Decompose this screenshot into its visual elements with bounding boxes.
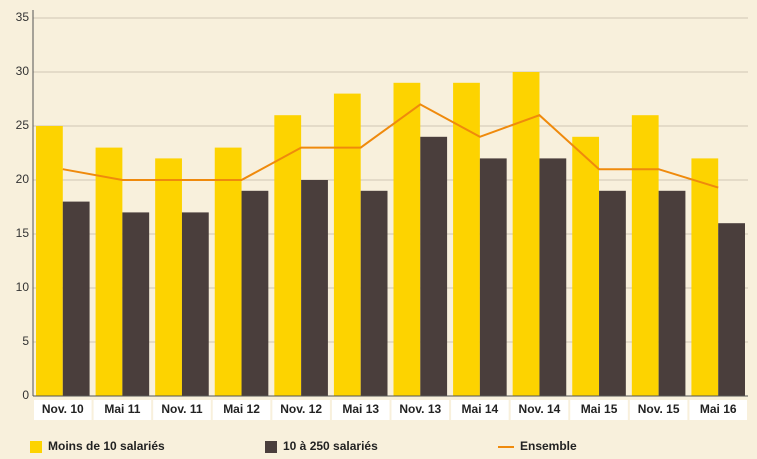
bar <box>658 190 686 396</box>
bar <box>539 158 567 396</box>
bar <box>572 136 600 397</box>
line <box>62 103 719 189</box>
x-tick-label: Mai 15 <box>581 402 618 416</box>
bar <box>420 136 448 397</box>
bar <box>360 190 388 396</box>
bar <box>274 115 302 396</box>
bar <box>214 147 242 396</box>
bar <box>181 212 209 396</box>
bar <box>62 201 90 396</box>
category-box <box>272 400 330 420</box>
category-box <box>212 400 271 420</box>
bar <box>512 72 540 396</box>
x-tick-label: Nov. 10 <box>42 402 84 416</box>
legend-label: Ensemble <box>520 439 577 453</box>
y-tick-label: 30 <box>16 64 30 78</box>
x-tick-label: Mai 12 <box>223 402 260 416</box>
x-tick-label: Mai 16 <box>700 402 737 416</box>
legend-label: 10 à 250 salariés <box>283 439 378 453</box>
x-tick-label: Nov. 13 <box>399 402 441 416</box>
category-box <box>391 400 450 420</box>
category-box <box>510 400 569 420</box>
category-box <box>689 400 747 420</box>
x-tick-label: Mai 11 <box>104 402 140 416</box>
y-tick-label: 35 <box>16 10 30 24</box>
legend-label: Moins de 10 salariés <box>48 439 165 453</box>
bar <box>631 115 659 396</box>
category-box <box>93 400 152 420</box>
y-tick-label: 10 <box>16 280 30 294</box>
y-tick-label: 20 <box>16 172 30 186</box>
x-tick-label: Nov. 15 <box>638 402 680 416</box>
bar <box>122 212 150 396</box>
bar <box>718 223 745 396</box>
bar <box>36 126 63 396</box>
bar <box>479 158 507 396</box>
category-box <box>153 400 211 420</box>
x-tick-label: Mai 14 <box>462 402 499 416</box>
x-tick-label: Nov. 12 <box>280 402 322 416</box>
category-box <box>331 400 390 420</box>
y-tick-label: 25 <box>16 118 30 132</box>
bar <box>393 82 421 397</box>
y-tick-label: 15 <box>16 226 30 240</box>
category-box <box>34 400 92 420</box>
bar <box>691 158 719 396</box>
x-tick-label: Mai 13 <box>342 402 379 416</box>
bar <box>599 190 626 396</box>
category-box <box>629 400 688 420</box>
bar <box>241 190 269 396</box>
bar <box>95 147 123 396</box>
bar <box>333 93 361 396</box>
x-tick-label: Nov. 11 <box>161 402 202 416</box>
x-tick-label: Nov. 14 <box>519 402 561 416</box>
legend-swatch <box>265 441 277 453</box>
y-tick-label: 0 <box>22 388 29 402</box>
category-box <box>451 400 509 420</box>
legend-swatch <box>30 441 42 453</box>
y-tick-label: 5 <box>22 334 29 348</box>
bar <box>155 158 182 396</box>
category-box <box>570 400 628 420</box>
bar <box>301 180 328 396</box>
